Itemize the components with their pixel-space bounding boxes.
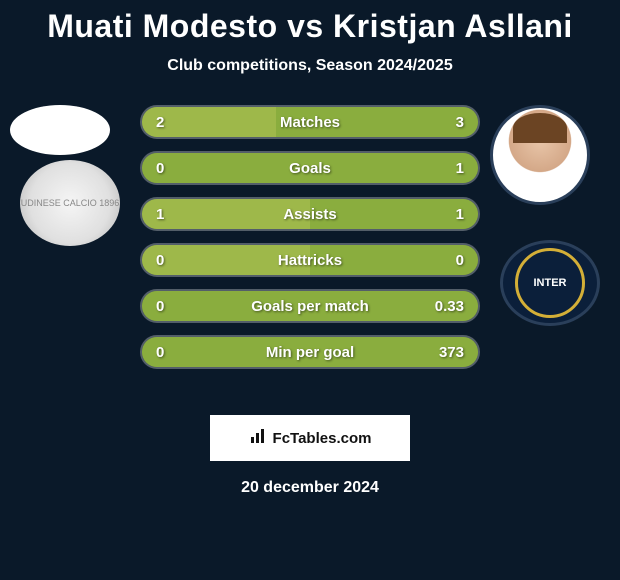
stat-value-right: 0.33 xyxy=(435,298,464,315)
chart-icon xyxy=(249,427,267,449)
stat-value-right: 1 xyxy=(456,206,464,223)
player-left-avatar xyxy=(10,105,110,155)
comparison-card: Muati Modesto vs Kristjan Asllani Club c… xyxy=(0,0,620,497)
stat-value-right: 373 xyxy=(439,344,464,361)
content-area: UDINESE CALCIO 1896 INTER 2Matches30Goal… xyxy=(0,105,620,405)
stat-label: Goals per match xyxy=(142,298,478,315)
stat-value-right: 1 xyxy=(456,160,464,177)
stat-value-right: 3 xyxy=(456,114,464,131)
club-left-badge: UDINESE CALCIO 1896 xyxy=(20,160,120,246)
stats-column: 2Matches30Goals11Assists10Hattricks00Goa… xyxy=(140,105,480,381)
stat-row: 1Assists1 xyxy=(140,197,480,231)
stat-label: Assists xyxy=(142,206,478,223)
stat-label: Hattricks xyxy=(142,252,478,269)
club-left-label: UDINESE CALCIO 1896 xyxy=(21,198,120,208)
stat-row: 0Goals1 xyxy=(140,151,480,185)
stat-label: Goals xyxy=(142,160,478,177)
player-right-avatar xyxy=(490,105,590,205)
stat-label: Matches xyxy=(142,114,478,131)
club-right-label: INTER xyxy=(515,248,585,318)
card-title: Muati Modesto vs Kristjan Asllani xyxy=(0,8,620,45)
club-right-badge: INTER xyxy=(500,240,600,326)
stat-row: 0Min per goal373 xyxy=(140,335,480,369)
stat-row: 0Goals per match0.33 xyxy=(140,289,480,323)
stat-label: Min per goal xyxy=(142,344,478,361)
stat-row: 2Matches3 xyxy=(140,105,480,139)
stat-row: 0Hattricks0 xyxy=(140,243,480,277)
branding-badge: FcTables.com xyxy=(210,415,410,461)
date-label: 20 december 2024 xyxy=(0,479,620,497)
stat-value-right: 0 xyxy=(456,252,464,269)
branding-text: FcTables.com xyxy=(273,430,372,447)
card-subtitle: Club competitions, Season 2024/2025 xyxy=(0,57,620,75)
